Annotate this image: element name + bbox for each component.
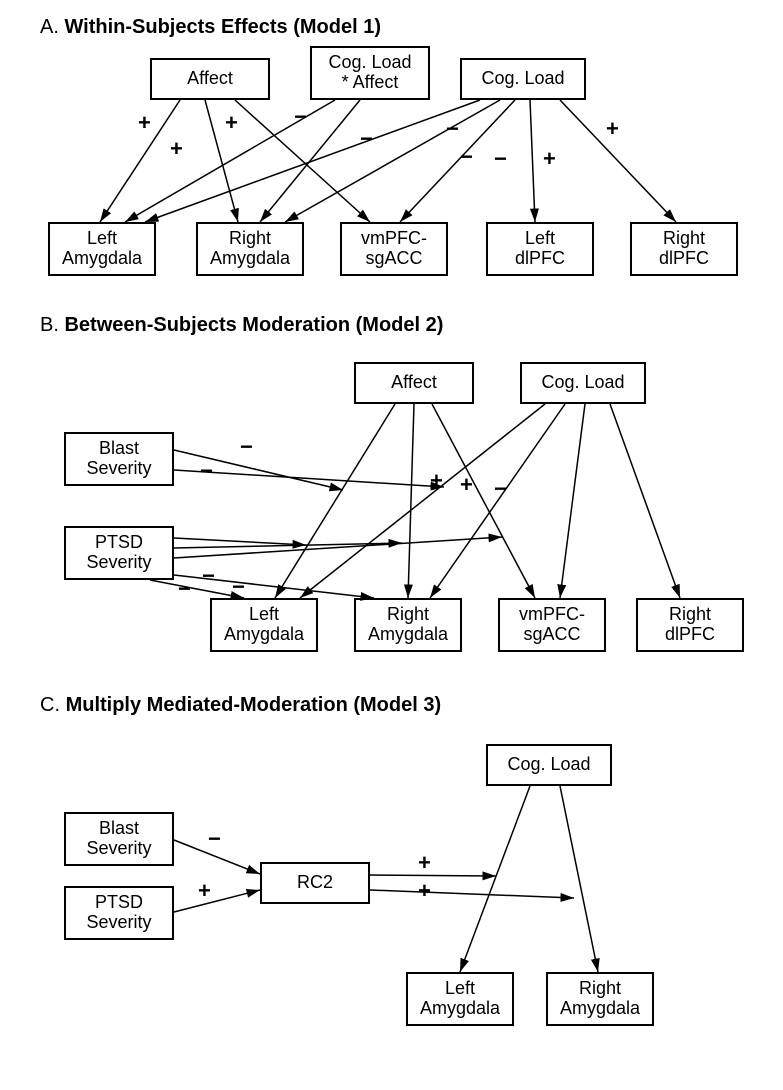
diagram-page: A. Within-Subjects Effects (Model 1) Aff… [0, 0, 783, 1090]
sign-c2: + [198, 880, 211, 902]
sign-c1: − [208, 828, 221, 850]
sign-c4: + [418, 880, 431, 902]
sign-c3: + [418, 852, 431, 874]
arrows-c [0, 0, 783, 1090]
